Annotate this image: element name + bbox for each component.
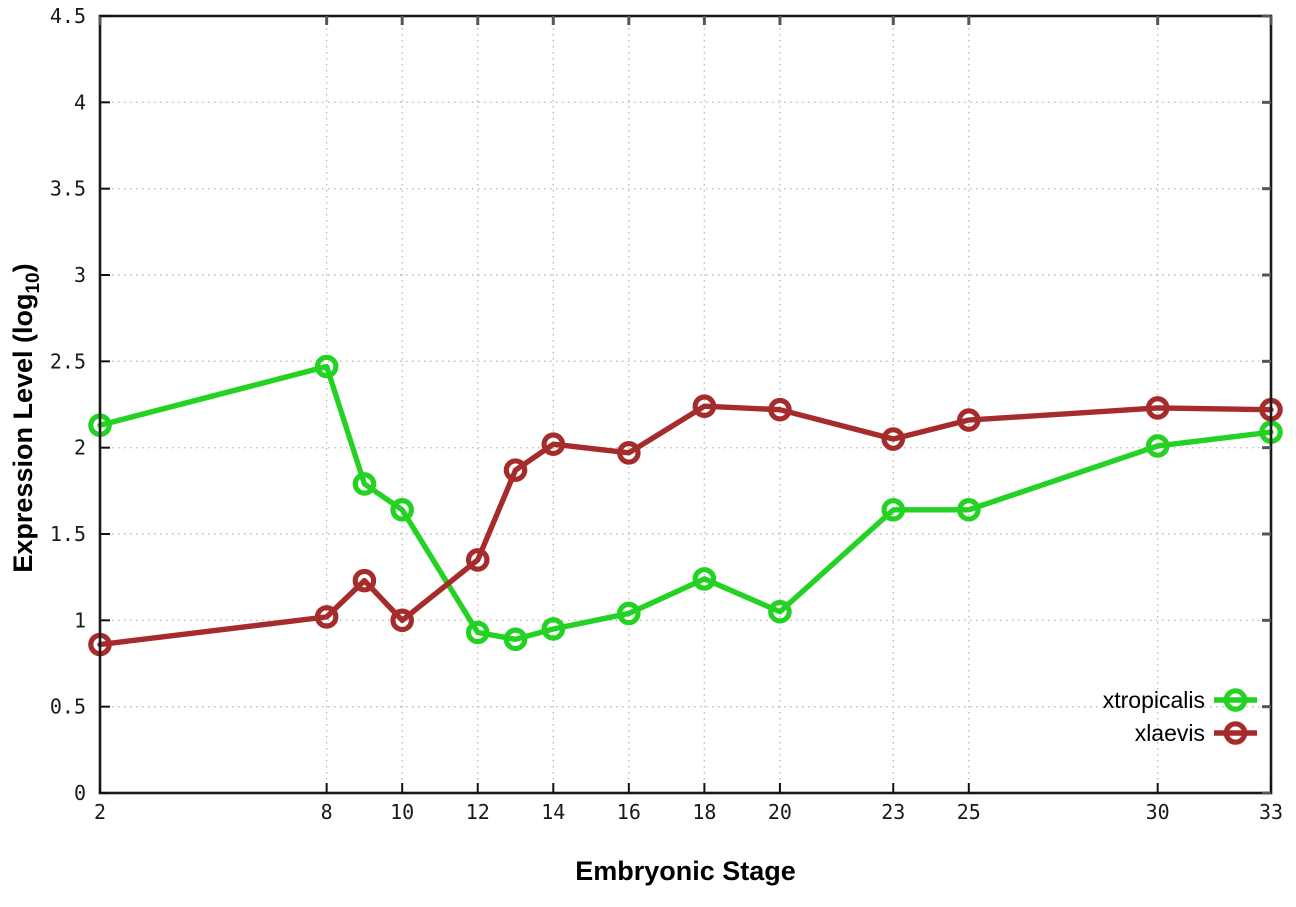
data-point-xlaevis-stage-9 <box>352 568 377 593</box>
data-point-xtropicalis-stage-20 <box>768 599 792 624</box>
data-point-xlaevis-stage-10 <box>390 608 414 633</box>
xtick-label-33: 33 <box>1259 800 1283 824</box>
ytick-label-3.5: 3.5 <box>50 177 86 201</box>
data-point-xlaevis-stage-13 <box>503 458 528 482</box>
ytick-label-4: 4 <box>74 90 86 114</box>
y-axis-title: Expression Level (log10) <box>8 263 44 572</box>
y-title-main: Expression Level (log <box>8 294 38 573</box>
xtick-label-12: 12 <box>466 800 490 824</box>
data-point-xtropicalis-stage-30 <box>1145 434 1170 458</box>
legend-label-xtropicalis: xtropicalis <box>1103 687 1205 713</box>
xtick-label-25: 25 <box>957 800 981 824</box>
legend-label-xlaevis: xlaevis <box>1135 720 1205 746</box>
data-point-xlaevis-stage-16 <box>617 441 641 465</box>
data-point-xlaevis-stage-20 <box>768 397 792 422</box>
ytick-label-2.5: 2.5 <box>50 349 86 373</box>
xtick-label-10: 10 <box>390 800 414 824</box>
data-point-xlaevis-stage-25 <box>957 408 981 432</box>
data-point-xlaevis-stage-18 <box>692 394 717 419</box>
data-point-xtropicalis-stage-13 <box>503 627 528 652</box>
data-point-xtropicalis-stage-14 <box>541 617 566 641</box>
ytick-label-2: 2 <box>74 436 86 460</box>
ytick-label-3: 3 <box>74 263 86 287</box>
ytick-label-1.5: 1.5 <box>50 522 86 546</box>
data-point-xtropicalis-stage-8 <box>314 354 339 379</box>
xtick-label-23: 23 <box>881 800 905 824</box>
data-point-xlaevis-stage-23 <box>881 427 906 451</box>
xtick-label-20: 20 <box>768 800 792 824</box>
legend-marker-xtropicalis <box>1223 688 1248 712</box>
data-point-xtropicalis-stage-12 <box>465 620 490 645</box>
data-point-xlaevis-stage-12 <box>465 548 490 572</box>
legend-marker-xlaevis <box>1223 721 1248 745</box>
ytick-label-0.5: 0.5 <box>50 695 86 719</box>
data-point-xtropicalis-stage-23 <box>881 498 906 522</box>
data-point-xlaevis-stage-30 <box>1145 396 1170 420</box>
data-point-xlaevis-stage-14 <box>541 432 566 457</box>
ytick-label-0: 0 <box>74 781 86 805</box>
xtick-label-18: 18 <box>692 800 716 824</box>
data-point-xlaevis-stage-8 <box>314 605 339 629</box>
xtick-label-2: 2 <box>94 800 106 824</box>
data-point-xtropicalis-stage-9 <box>352 472 377 496</box>
xtick-label-14: 14 <box>541 800 565 824</box>
plot-border-rect <box>98 14 1273 795</box>
data-point-xtropicalis-stage-16 <box>617 601 641 626</box>
legend: xtropicalis xlaevis <box>1103 687 1257 746</box>
xtick-label-16: 16 <box>617 800 641 824</box>
tick-labels: 2 8 10 12 14 16 18 20 23 25 30 33 0 0.5 1 1.5 2 2.5 3 3.5 4 4… <box>50 4 1283 824</box>
xtick-label-30: 30 <box>1146 800 1170 824</box>
data-point-xtropicalis-stage-18 <box>692 567 717 591</box>
axis-ticks <box>98 14 1273 795</box>
plot-border <box>98 14 1273 795</box>
y-title-subscript: 10 <box>23 272 44 293</box>
y-title-suffix: ) <box>8 263 38 272</box>
xtick-label-8: 8 <box>321 800 333 824</box>
data-point-xtropicalis-stage-25 <box>957 498 981 522</box>
data-point-xtropicalis-stage-10 <box>390 498 414 522</box>
x-axis-title: Embryonic Stage <box>575 856 796 886</box>
ytick-label-1: 1 <box>74 608 86 632</box>
ytick-label-4.5: 4.5 <box>50 4 86 28</box>
